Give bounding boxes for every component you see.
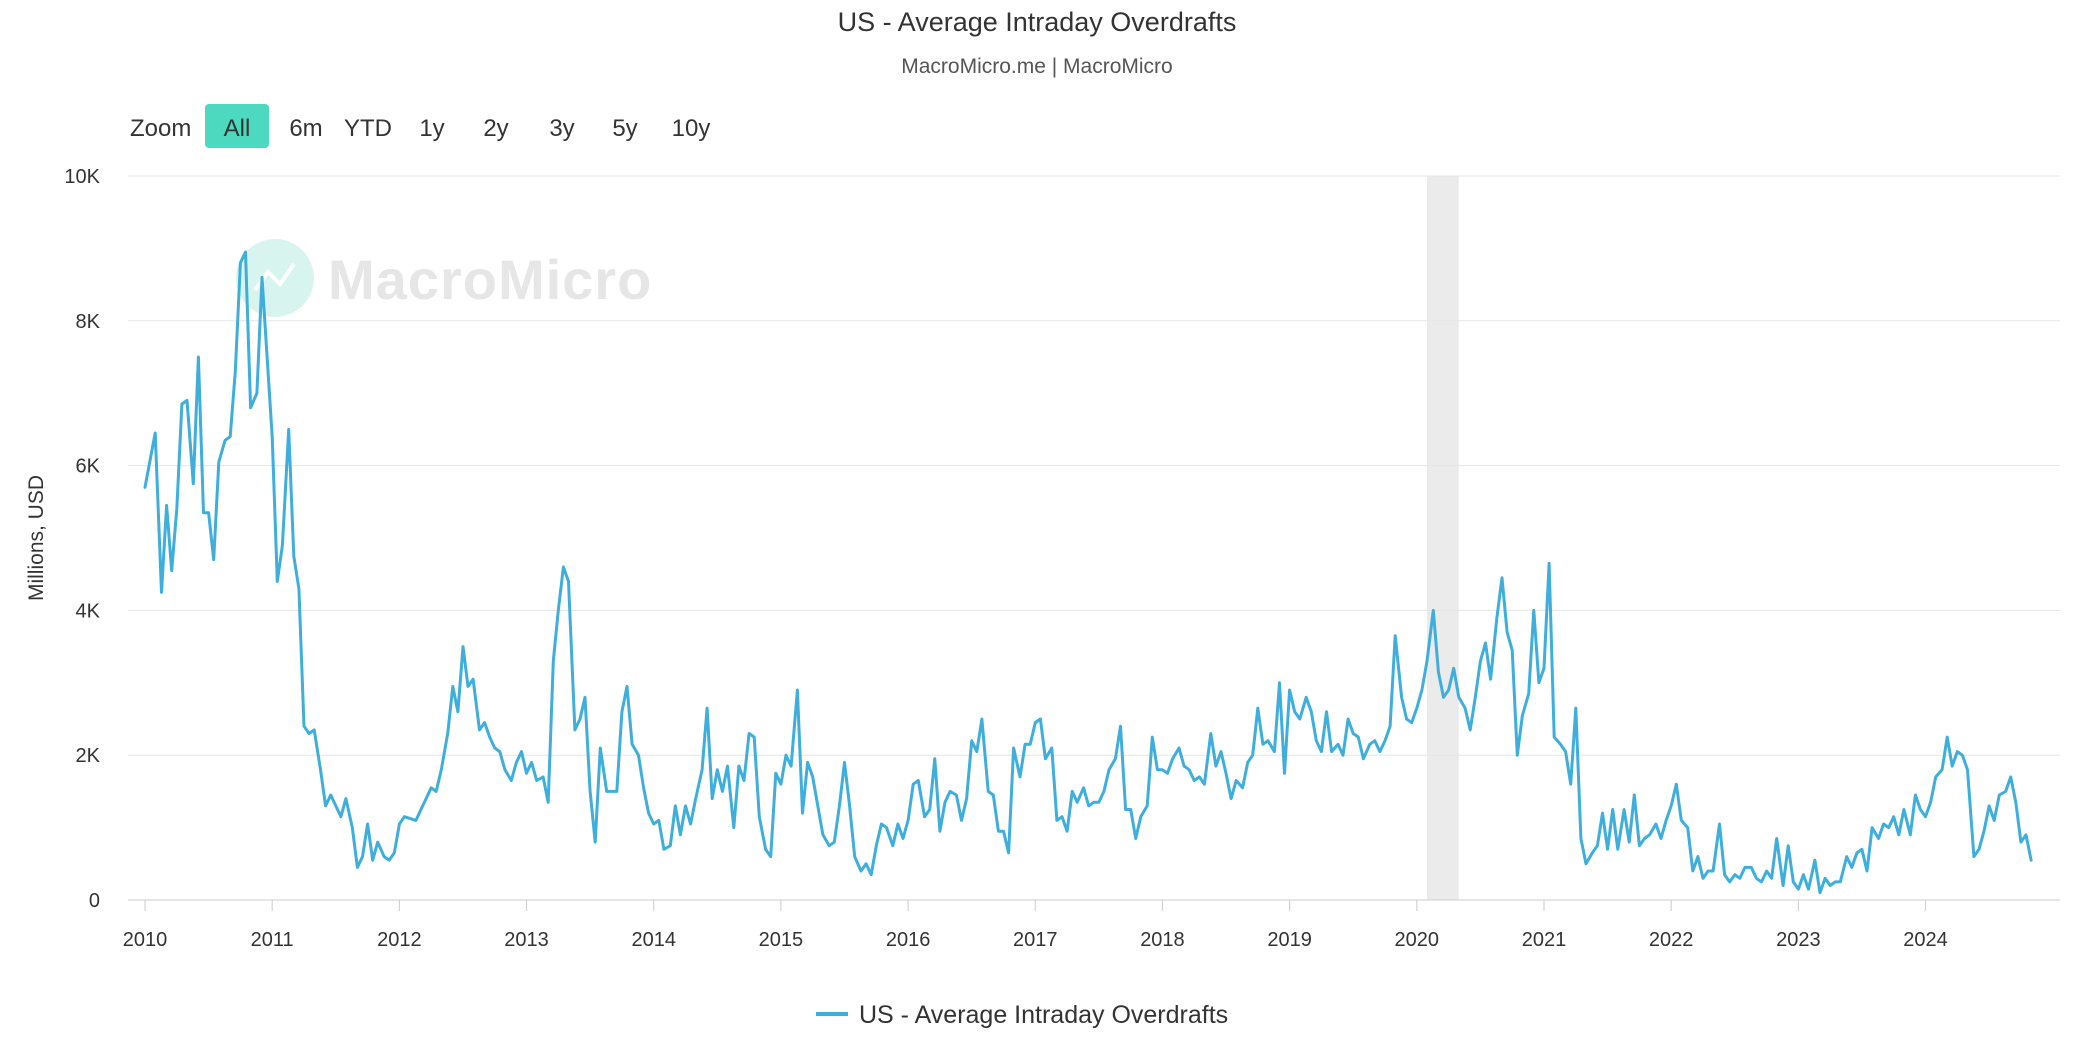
y-tick-label: 10K [64,166,100,188]
range-button-5y[interactable]: 5y [612,115,637,142]
range-button-all[interactable]: All [205,104,269,148]
range-button-6m[interactable]: 6m [289,115,322,142]
legend[interactable]: US - Average Intraday Overdrafts [816,1001,1228,1029]
y-tick-label: 8K [76,311,101,333]
x-tick-label: 2024 [1903,929,1948,951]
range-button-label: 3y [549,115,574,142]
y-tick-label: 2K [76,745,101,767]
x-tick-label: 2013 [504,929,549,951]
range-selector: Zoom All 6m YTD 1y 2y 3y 5y 10y [130,104,710,148]
range-button-label: 2y [483,115,508,142]
range-button-label: YTD [344,115,392,142]
y-axis: 0 2K 4K 6K 8K 10K [64,166,100,912]
range-button-label: 10y [672,115,711,142]
range-button-highlight [205,104,269,148]
recession-shading [1426,176,1459,900]
range-button-1y[interactable]: 1y [419,115,444,142]
watermark-text: MacroMicro [328,248,652,311]
range-button-label: 6m [289,115,322,142]
range-button-3y[interactable]: 3y [549,115,574,142]
x-tick-label: 2014 [631,929,676,951]
x-tick-label: 2023 [1776,929,1821,951]
x-tick-label: 2011 [251,929,294,951]
y-gridlines [128,175,2060,901]
x-tick-label: 2020 [1395,929,1440,951]
x-tick-label: 2017 [1013,929,1058,951]
chart-subtitle: MacroMicro.me | MacroMicro [901,55,1172,78]
range-button-2y[interactable]: 2y [483,115,508,142]
y-tick-label: 0 [89,890,100,912]
y-axis-title: Millions, USD [25,475,48,601]
y-tick-label: 6K [76,456,101,478]
zoom-label: Zoom [130,115,191,142]
series-layer [143,250,2033,895]
series-line[interactable] [143,250,2033,895]
x-tick-label: 2019 [1267,929,1312,951]
range-button-label: 1y [419,115,444,142]
range-button-label: 5y [612,115,637,142]
x-tick-label: 2022 [1649,929,1694,951]
range-button-label: All [224,115,251,142]
range-button-10y[interactable]: 10y [672,115,711,142]
x-tick-label: 2015 [759,929,804,951]
x-axis: 2010 2011 2012 2013 2014 2015 2016 2017 2018 2019… [123,900,1948,951]
watermark: MacroMicro [236,239,652,317]
x-tick-label: 2016 [886,929,931,951]
legend-label[interactable]: US - Average Intraday Overdrafts [859,1001,1228,1029]
y-tick-label: 4K [76,600,101,622]
x-tick-label: 2018 [1140,929,1185,951]
recession-band [1426,176,1459,900]
x-tick-label: 2021 [1522,929,1567,951]
x-tick-label: 2010 [123,929,168,951]
range-button-ytd[interactable]: YTD [344,115,392,142]
x-tick-label: 2012 [377,929,422,951]
chart-title: US - Average Intraday Overdrafts [838,7,1237,37]
